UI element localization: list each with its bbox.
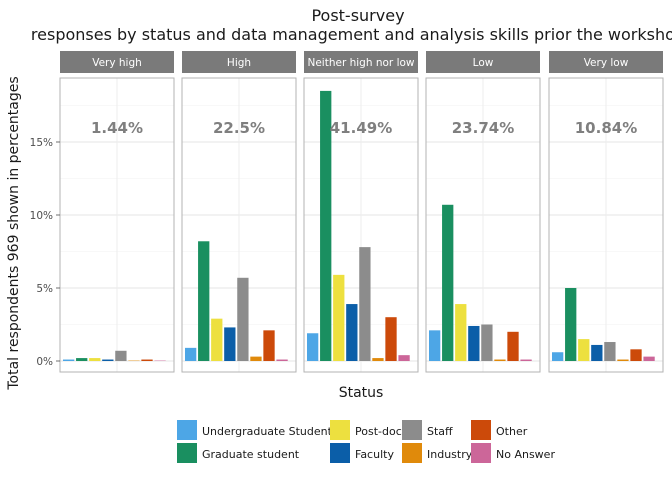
bar [455,304,467,361]
x-axis-title: Status [339,385,384,401]
bar [398,355,410,361]
facet-panel: Very high 1.44% [59,51,175,373]
facet-strip-label: High [227,57,251,69]
bar [468,325,480,361]
bar [185,347,197,361]
chart-title-line2: responses by status and data management … [31,25,672,44]
bar [198,241,210,361]
legend-swatch [402,443,422,463]
bar [63,359,75,361]
facet-strip [304,51,418,73]
legend-swatch [177,443,197,463]
legend-label: Industry [427,448,473,461]
chart-title-line1: Post-survey [311,6,404,25]
y-tick-label: 0% [36,356,53,368]
bar [385,317,397,361]
bar [333,274,345,361]
legend-label: Undergraduate Student [202,425,333,438]
bar [102,359,114,361]
legend-swatch [330,443,350,463]
legend: Undergraduate Student Graduate student Pos… [177,420,555,463]
bar [320,90,332,362]
panel-total-label: 22.5% [213,119,265,137]
legend-label: Faculty [355,448,394,461]
bar [237,277,249,361]
bar [604,342,616,361]
bar [263,330,275,361]
panel-total-label: 41.49% [330,119,392,137]
bar [630,349,642,361]
legend-label: Staff [427,425,453,438]
bar [250,356,262,361]
facet-border [425,77,541,373]
bar [359,247,371,361]
bar [346,304,358,361]
panel-total-label: 23.74% [452,119,514,137]
bar [372,358,384,361]
legend-swatch [177,420,197,440]
legend-label: Other [496,425,528,438]
bar [76,358,88,361]
bar [115,350,127,361]
bar [643,356,655,361]
legend-swatch [402,420,422,440]
legend-swatch [471,443,491,463]
y-axis: 0% 5% 10% 15% [30,137,60,368]
y-tick-label: 15% [30,137,53,149]
facet-panel: Neither high nor low 41.49% [303,51,419,373]
y-tick-label: 10% [30,210,53,222]
facet-border [303,77,419,373]
legend-label: No Answer [496,448,555,461]
bar [591,344,603,361]
bar [565,288,577,361]
legend-swatch [471,420,491,440]
facet-panel: High 22.5% [181,51,297,373]
facet-strip [426,51,540,73]
bar [494,359,506,361]
panel-total-label: 10.84% [575,119,637,137]
facet-strip-label: Neither high nor low [307,57,414,69]
facet-panel: Very low 10.84% [548,51,664,373]
legend-swatch [330,420,350,440]
facet-border [548,77,664,373]
legend-label: Graduate student [202,448,300,461]
facet-border [59,77,175,373]
bar [141,359,153,361]
facet-strip [549,51,663,73]
bar [578,339,590,361]
bar [442,204,454,361]
y-tick-label: 5% [36,283,53,295]
bar [89,358,101,361]
facet-strip-label: Low [473,57,494,69]
bar [617,359,629,361]
panel-total-label: 1.44% [91,119,143,137]
bar [276,359,288,361]
facet-strip-label: Very low [584,57,629,69]
bar [552,352,564,361]
bar [429,330,441,361]
bar [307,333,319,361]
panels-group: Very high 1.44% High 22.5% Neither high nor … [59,51,664,373]
facet-strip [182,51,296,73]
legend-label: Post-doc [355,425,402,438]
bar [520,359,532,361]
bar [507,331,519,361]
bar [481,324,493,361]
bar [211,318,223,361]
bar [224,327,236,361]
facet-strip-label: Very high [92,57,142,69]
facet-strip [60,51,174,73]
facet-border [181,77,297,373]
y-axis-title: Total respondents 969 shown in percentag… [6,76,22,390]
facet-panel: Low 23.74% [425,51,541,373]
